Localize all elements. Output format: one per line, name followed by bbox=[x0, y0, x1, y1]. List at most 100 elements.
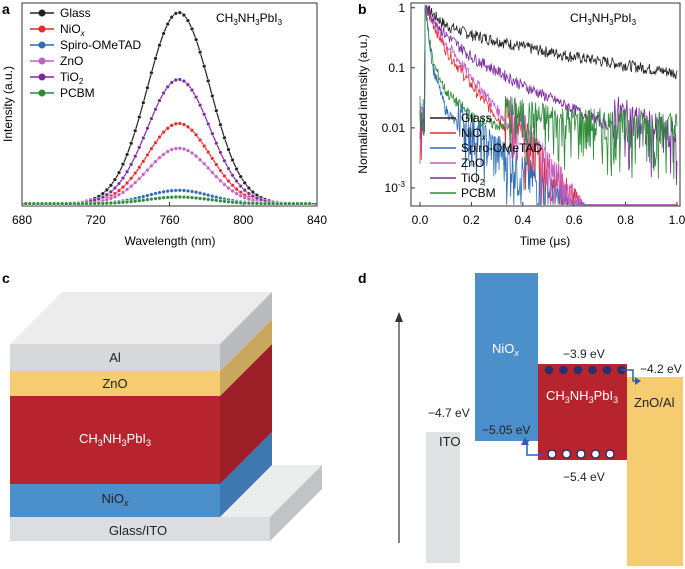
panel-a-data-point bbox=[108, 183, 114, 188]
panel-a-ylabel: Intensity (a.u.) bbox=[1, 66, 15, 142]
electrons bbox=[544, 365, 626, 375]
panel-a-data-point bbox=[88, 201, 93, 206]
panel-a-data-point bbox=[157, 190, 162, 195]
panel-a-data-point bbox=[234, 200, 239, 205]
panel-a-data-point bbox=[189, 195, 195, 200]
level-niox: −5.05 eV bbox=[482, 423, 530, 437]
panel-b-frame bbox=[410, 2, 681, 207]
panel-a-data-point bbox=[202, 196, 207, 202]
zno-layer-front bbox=[10, 371, 220, 396]
panel-a-data-point bbox=[226, 185, 231, 191]
panel-a-series-line bbox=[22, 147, 317, 205]
material-label-niox: NiOx bbox=[492, 341, 519, 358]
level-zno: −4.2 eV bbox=[640, 362, 682, 376]
panel-b-legend-label: TiO2 bbox=[461, 171, 485, 187]
panel-d-letter: d bbox=[358, 270, 367, 286]
panel-a-data-point bbox=[222, 158, 227, 163]
panel-a-data-point bbox=[112, 185, 118, 191]
panel-a-data-point bbox=[169, 80, 174, 85]
panel-a-data-point bbox=[254, 196, 260, 201]
panel-a-data-point bbox=[153, 159, 158, 164]
panel-a-data-point bbox=[246, 191, 251, 196]
panel-b-ytick-label: 1 bbox=[398, 1, 405, 15]
panel-a-data-point bbox=[100, 194, 105, 200]
panel-a-data-point bbox=[181, 12, 187, 18]
panel-b-series-line bbox=[419, 5, 678, 143]
panel-a-data-point bbox=[173, 77, 178, 83]
panel-a-data-point bbox=[214, 162, 219, 167]
hole-dot bbox=[590, 449, 601, 459]
panel-a-data-point bbox=[141, 135, 146, 141]
panel-c-letter: c bbox=[2, 270, 10, 286]
panel-a-data-point bbox=[230, 173, 235, 178]
panel-a-data-point bbox=[197, 103, 203, 108]
panel-a-legend-marker bbox=[38, 57, 46, 65]
panel-a-data-point bbox=[31, 201, 36, 206]
panel-a-data-point bbox=[275, 201, 280, 206]
panel-a-data-point bbox=[287, 201, 292, 206]
panel-a-data-point bbox=[185, 195, 191, 200]
panel-a-data-point bbox=[246, 201, 251, 206]
panel-a-data-point bbox=[120, 184, 126, 190]
panel-a-data-point bbox=[129, 176, 134, 181]
panel-a-data-point bbox=[242, 188, 247, 193]
panel-a-data-point bbox=[149, 116, 154, 121]
panel-b-letter: b bbox=[358, 1, 367, 17]
panel-a-data-point bbox=[181, 122, 187, 127]
panel-a-data-point bbox=[145, 167, 150, 173]
panel-a-data-point bbox=[60, 201, 65, 206]
panel-a-data-point bbox=[161, 152, 166, 157]
panel-a-data-point bbox=[72, 201, 77, 206]
panel-a-data-point bbox=[210, 170, 215, 175]
panel-a-data-point bbox=[116, 188, 122, 193]
panel-a-data-point bbox=[124, 152, 130, 157]
panel-b-ytick-label: 10-3 bbox=[385, 180, 406, 195]
panel-a-legend-label: PCBM bbox=[60, 86, 95, 100]
panel-a-data-point bbox=[197, 157, 203, 162]
panel-a-data-point bbox=[238, 190, 243, 195]
panel-a-data-point bbox=[218, 168, 223, 173]
panel-a-data-point bbox=[283, 201, 288, 206]
panel-b-xticks: 0.0 0.2 0.4 0.6 0.8 1.0 bbox=[412, 202, 685, 227]
panel-a-data-point bbox=[238, 200, 243, 205]
panel-a-data-point bbox=[145, 193, 150, 198]
panel-a-data-point bbox=[141, 198, 146, 203]
panel-a-data-point bbox=[27, 201, 32, 206]
panel-b-xlabel: Time (μs) bbox=[520, 234, 570, 248]
panel-a-data-point bbox=[157, 98, 162, 103]
layer-label-zno: ZnO bbox=[102, 376, 127, 391]
panel-a-data-point bbox=[307, 201, 312, 206]
panel-b-ytick-label: 0.1 bbox=[388, 61, 405, 75]
electron-dot bbox=[573, 365, 583, 375]
panel-a-data-point bbox=[250, 189, 255, 195]
panel-b-xtick-label: 0.2 bbox=[463, 213, 480, 227]
material-label-perovskite: CH3NH3PbI3 bbox=[546, 388, 618, 405]
panel-a-data-point bbox=[108, 189, 114, 194]
panel-a-data-point bbox=[161, 90, 166, 96]
glass-layer-side bbox=[270, 465, 322, 541]
panel-a-data-point bbox=[124, 187, 130, 192]
panel-a-data-point bbox=[214, 141, 219, 146]
panel-a-data-point bbox=[242, 200, 247, 206]
panel-a-legend-label: Spiro-OMeTAD bbox=[60, 38, 141, 52]
layer-label-glass-ito: Glass/ITO bbox=[109, 523, 167, 538]
panel-a-data-point bbox=[295, 201, 300, 206]
panel-a-data-point bbox=[161, 189, 166, 194]
panel-a-data-point bbox=[129, 141, 134, 146]
panel-a-data-point bbox=[157, 134, 162, 140]
panel-b-yticks: 1 0.1 0.01 10-3 bbox=[382, 1, 415, 195]
panel-a-data-point bbox=[124, 169, 130, 174]
panel-a-data-point bbox=[116, 200, 122, 205]
panel-a-letter: a bbox=[2, 1, 10, 17]
panel-a-data-point bbox=[197, 190, 203, 196]
panel-a-data-point bbox=[206, 197, 211, 202]
layer-label-niox: NiOx bbox=[102, 491, 129, 508]
panel-a-data-point bbox=[193, 190, 199, 195]
panel-a-data-point bbox=[206, 192, 211, 198]
panel-a-data-point bbox=[129, 162, 134, 167]
panel-a-data-point bbox=[165, 21, 170, 27]
material-label-zno-al: ZnO/Al bbox=[634, 395, 675, 410]
panel-a-data-point bbox=[270, 201, 276, 206]
panel-a-data-point bbox=[173, 146, 178, 151]
